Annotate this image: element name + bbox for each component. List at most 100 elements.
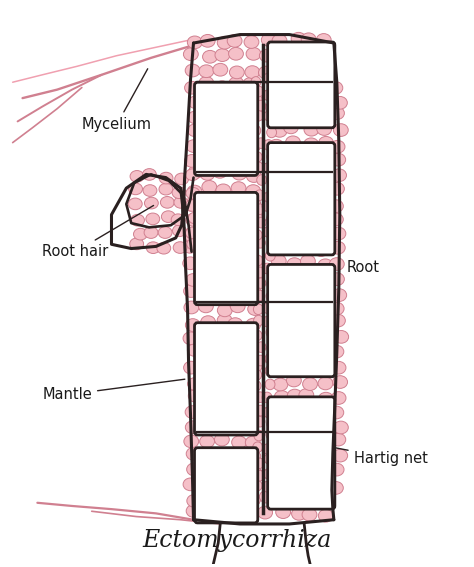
- Ellipse shape: [315, 107, 330, 120]
- Ellipse shape: [217, 274, 232, 287]
- Ellipse shape: [272, 110, 287, 123]
- Ellipse shape: [187, 238, 201, 250]
- Ellipse shape: [243, 345, 258, 358]
- Ellipse shape: [199, 65, 214, 78]
- FancyBboxPatch shape: [194, 82, 258, 175]
- Ellipse shape: [187, 36, 202, 49]
- Ellipse shape: [319, 392, 333, 405]
- Ellipse shape: [273, 93, 288, 106]
- Ellipse shape: [252, 151, 262, 162]
- Ellipse shape: [286, 151, 301, 164]
- Ellipse shape: [266, 213, 276, 224]
- Ellipse shape: [228, 318, 243, 331]
- Ellipse shape: [304, 269, 319, 282]
- Ellipse shape: [229, 66, 244, 79]
- Ellipse shape: [246, 185, 261, 197]
- Ellipse shape: [230, 300, 245, 312]
- Ellipse shape: [329, 107, 345, 120]
- Ellipse shape: [265, 251, 275, 261]
- Ellipse shape: [257, 175, 266, 185]
- Ellipse shape: [251, 77, 261, 87]
- Ellipse shape: [131, 214, 145, 226]
- Ellipse shape: [288, 170, 303, 183]
- Ellipse shape: [333, 449, 347, 462]
- Ellipse shape: [285, 242, 300, 255]
- Ellipse shape: [285, 109, 300, 121]
- Ellipse shape: [243, 419, 258, 431]
- Ellipse shape: [233, 198, 247, 211]
- Ellipse shape: [232, 436, 246, 448]
- Ellipse shape: [184, 82, 200, 94]
- Ellipse shape: [256, 138, 266, 149]
- Ellipse shape: [187, 344, 202, 357]
- Ellipse shape: [304, 124, 319, 136]
- Ellipse shape: [314, 168, 329, 181]
- Ellipse shape: [264, 192, 273, 202]
- Ellipse shape: [247, 211, 262, 223]
- Ellipse shape: [334, 331, 348, 343]
- Ellipse shape: [328, 213, 343, 226]
- Ellipse shape: [185, 64, 200, 77]
- Ellipse shape: [318, 377, 333, 390]
- Ellipse shape: [232, 95, 247, 108]
- Ellipse shape: [267, 127, 276, 138]
- Ellipse shape: [174, 197, 188, 208]
- Ellipse shape: [314, 81, 328, 93]
- Ellipse shape: [172, 187, 186, 198]
- Ellipse shape: [248, 259, 263, 271]
- Ellipse shape: [232, 330, 247, 342]
- Ellipse shape: [276, 65, 291, 78]
- Ellipse shape: [199, 198, 214, 211]
- Ellipse shape: [201, 35, 215, 47]
- Ellipse shape: [263, 316, 273, 327]
- Ellipse shape: [332, 169, 346, 181]
- Ellipse shape: [259, 49, 274, 62]
- FancyBboxPatch shape: [268, 397, 335, 509]
- Ellipse shape: [265, 379, 275, 390]
- Ellipse shape: [188, 378, 202, 390]
- Ellipse shape: [255, 238, 265, 248]
- Ellipse shape: [246, 197, 261, 210]
- Ellipse shape: [247, 93, 262, 106]
- Ellipse shape: [286, 374, 301, 387]
- Ellipse shape: [183, 257, 198, 269]
- Ellipse shape: [173, 242, 187, 253]
- Ellipse shape: [276, 506, 291, 518]
- Ellipse shape: [301, 330, 315, 343]
- Ellipse shape: [271, 255, 286, 267]
- FancyBboxPatch shape: [268, 264, 335, 376]
- Ellipse shape: [184, 230, 199, 242]
- Ellipse shape: [273, 168, 288, 181]
- Ellipse shape: [330, 314, 346, 327]
- Ellipse shape: [244, 36, 259, 48]
- Ellipse shape: [217, 36, 232, 49]
- Text: Mantle: Mantle: [42, 379, 185, 402]
- Ellipse shape: [263, 443, 273, 454]
- Ellipse shape: [245, 66, 260, 78]
- Ellipse shape: [318, 259, 333, 272]
- Ellipse shape: [254, 315, 264, 326]
- Ellipse shape: [198, 490, 213, 502]
- Ellipse shape: [247, 467, 262, 480]
- Ellipse shape: [246, 450, 261, 463]
- Ellipse shape: [272, 285, 287, 298]
- Ellipse shape: [186, 139, 201, 153]
- Ellipse shape: [217, 138, 232, 151]
- Ellipse shape: [314, 200, 329, 213]
- Ellipse shape: [314, 154, 328, 167]
- Text: Ectomycorrhiza: Ectomycorrhiza: [142, 528, 332, 552]
- Ellipse shape: [230, 448, 245, 461]
- Ellipse shape: [175, 173, 189, 185]
- Ellipse shape: [213, 64, 228, 76]
- Ellipse shape: [303, 226, 318, 239]
- Ellipse shape: [158, 227, 172, 238]
- Ellipse shape: [185, 200, 199, 211]
- Ellipse shape: [271, 346, 285, 359]
- Ellipse shape: [333, 376, 347, 388]
- Ellipse shape: [200, 467, 215, 480]
- Ellipse shape: [201, 155, 216, 168]
- Ellipse shape: [128, 183, 143, 194]
- Ellipse shape: [254, 162, 264, 172]
- Ellipse shape: [248, 303, 263, 315]
- Ellipse shape: [285, 349, 300, 361]
